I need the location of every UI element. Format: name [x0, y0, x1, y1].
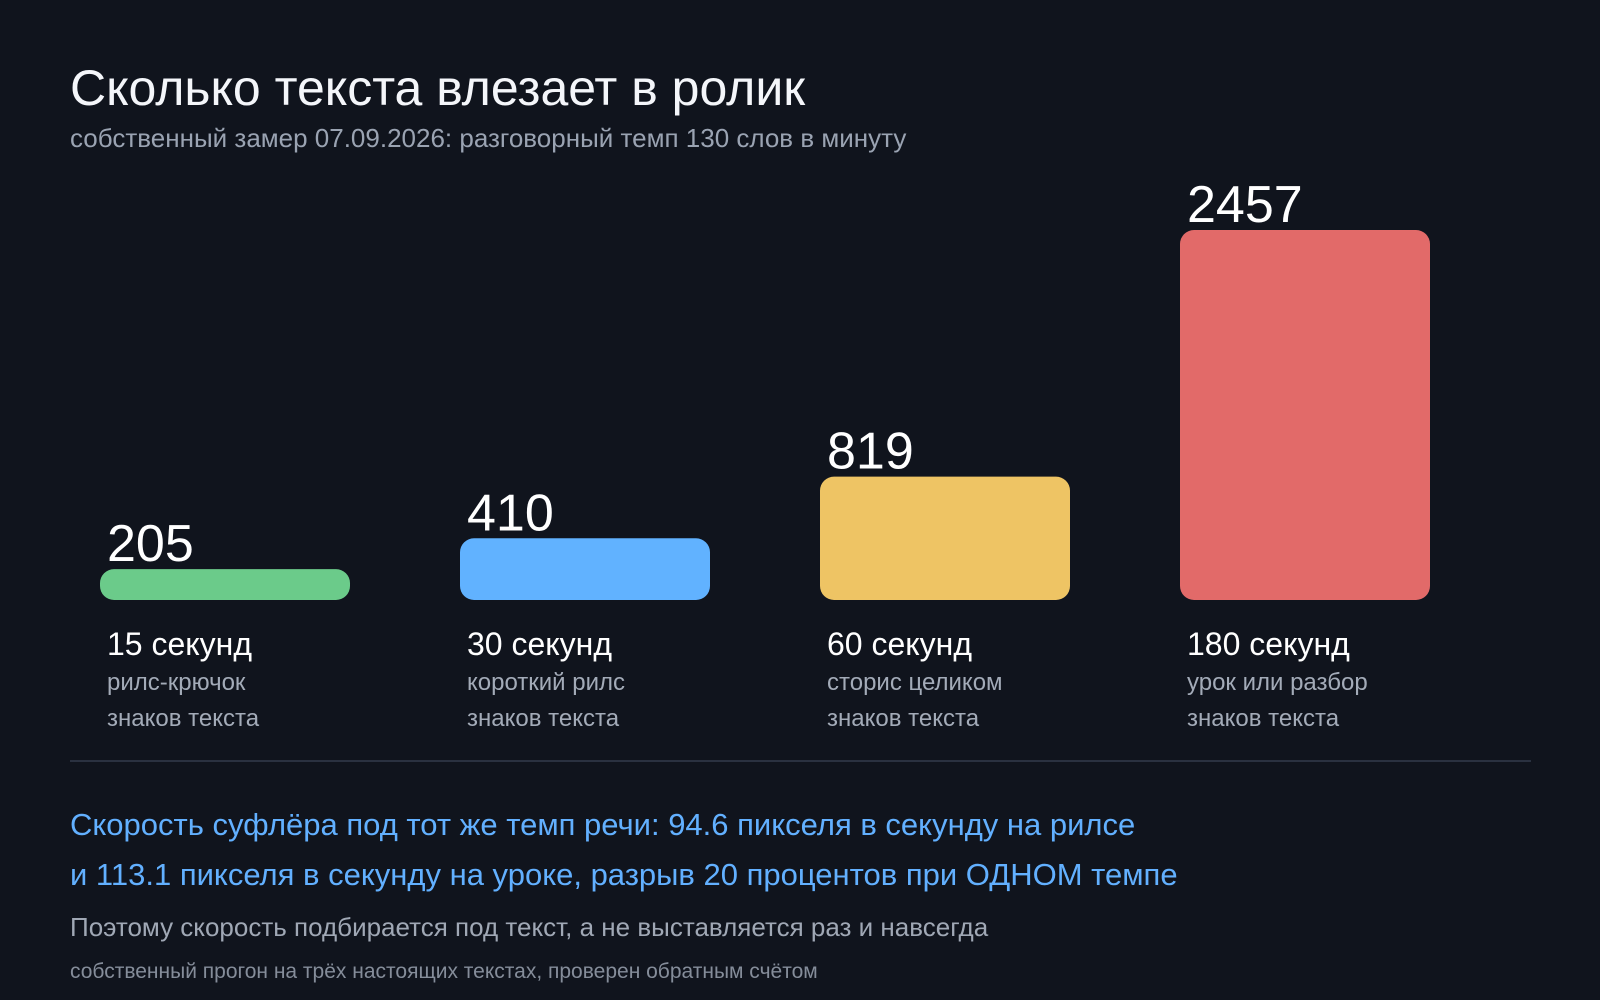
bar	[100, 569, 350, 600]
speed-highlight-line-1: Скорость суфлёра под тот же темп речи: 9…	[70, 807, 1136, 842]
speed-highlight: Скорость суфлёра под тот же темп речи: 9…	[70, 800, 1178, 900]
chart-subtitle: собственный замер 07.09.2026: разговорны…	[70, 123, 907, 153]
section-divider	[70, 760, 1531, 762]
unit-label: знаков текста	[107, 705, 260, 732]
category-label: 60 секунд	[827, 626, 972, 662]
unit-label: знаков текста	[827, 705, 980, 732]
bar-value-label: 410	[467, 484, 554, 542]
category-label: 180 секунд	[1187, 626, 1350, 662]
bar-value-label: 2457	[1187, 176, 1303, 234]
explanation-text: Поэтому скорость подбирается под текст, …	[70, 912, 989, 942]
category-label: 15 секунд	[107, 626, 252, 662]
bar-chart: 205 15 секунд рилс-крючок знаков текста 410 3…	[100, 176, 1430, 732]
speed-highlight-line-2: и 113.1 пикселя в секунду на уроке, разр…	[70, 857, 1178, 892]
footnote-text: собственный прогон на трёх настоящих тек…	[70, 960, 818, 983]
bar	[460, 538, 710, 600]
category-label: 30 секунд	[467, 626, 612, 662]
chart-title: Сколько текста влезает в ролик	[70, 60, 806, 116]
bar-value-label: 819	[827, 423, 914, 481]
unit-label: знаков текста	[467, 705, 620, 732]
bar	[1180, 230, 1430, 600]
category-description: короткий рилс	[467, 669, 625, 696]
category-description: урок или разбор	[1187, 669, 1368, 696]
category-description: рилс-крючок	[107, 669, 246, 696]
bar-value-label: 205	[107, 515, 194, 573]
unit-label: знаков текста	[1187, 705, 1340, 732]
category-description: сторис целиком	[827, 669, 1003, 696]
bar	[820, 476, 1070, 600]
